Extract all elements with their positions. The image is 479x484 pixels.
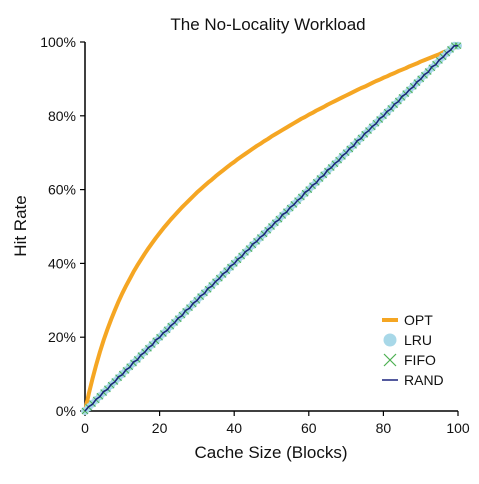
x-tick-label: 60: [301, 420, 317, 436]
series-opt-line: [83, 44, 460, 413]
legend-label-fifo: FIFO: [404, 352, 436, 368]
y-tick-label: 20%: [48, 329, 76, 345]
legend-item-opt: OPT: [382, 312, 433, 328]
y-axis-label: Hit Rate: [11, 195, 30, 256]
y-tick-label: 100%: [40, 34, 76, 50]
legend-swatch-fifo: [383, 353, 397, 367]
legend-item-fifo: FIFO: [383, 352, 436, 368]
y-tick-label: 80%: [48, 108, 76, 124]
y-tick-label: 40%: [48, 255, 76, 271]
y-axis-ticks: 0% 20% 40% 60% 80% 100%: [40, 34, 85, 419]
legend-label-lru: LRU: [404, 332, 432, 348]
x-tick-label: 40: [226, 420, 242, 436]
series-layer: [81, 41, 462, 415]
legend-item-lru: LRU: [383, 332, 432, 348]
x-axis-ticks: 0 20 40 60 80 100: [81, 411, 470, 436]
x-tick-label: 100: [446, 420, 470, 436]
x-tick-label: 80: [376, 420, 392, 436]
x-tick-label: 0: [81, 420, 89, 436]
x-axis-label: Cache Size (Blocks): [194, 443, 347, 462]
legend-swatch-lru: [383, 333, 397, 347]
chart-title: The No-Locality Workload: [170, 15, 365, 34]
y-tick-label: 0%: [56, 403, 76, 419]
x-tick-label: 20: [152, 420, 168, 436]
legend-label-opt: OPT: [404, 312, 433, 328]
series-rand-line: [84, 44, 458, 412]
y-tick-label: 60%: [48, 182, 76, 198]
legend-label-rand: RAND: [404, 372, 444, 388]
legend-item-rand: RAND: [382, 372, 444, 388]
legend: OPT LRU FIFO RAND: [382, 312, 444, 388]
